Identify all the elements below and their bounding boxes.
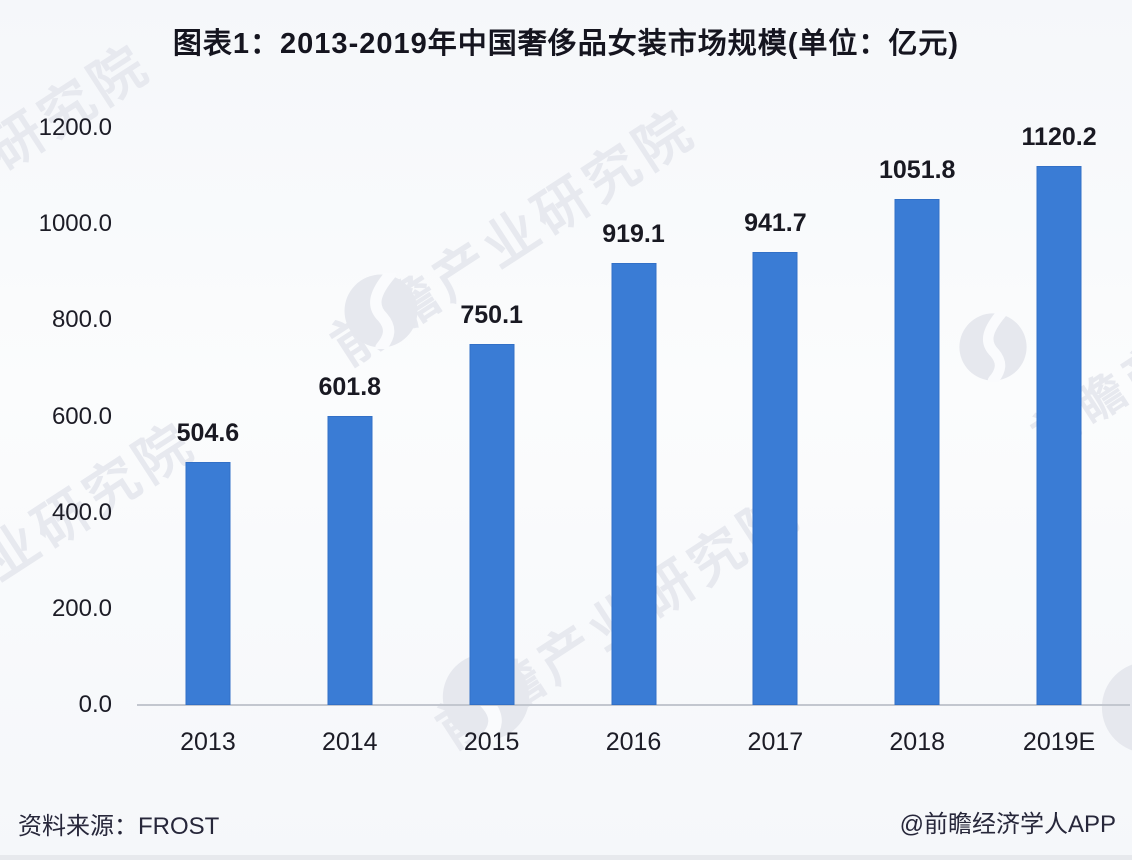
x-tick-label-2016: 2016 [605,728,662,756]
bar-group-2015: 750.1 2015 [421,128,563,756]
bar-2016 [611,263,656,705]
value-label-2013: 504.6 [176,419,240,448]
x-tick-label-2013: 2013 [180,728,236,756]
y-tick-label: 600.0 [51,402,112,430]
value-label-2017: 941.7 [744,209,807,238]
source-label: 资料来源：FROST [18,813,220,840]
y-tick-label: 1200.0 [38,114,112,141]
y-tick-label: 1000.0 [38,210,112,238]
plot-area: 504.6 2013 601.8 2014 750.1 2015 919.1 2016 941.… [137,123,1130,756]
chart-title: 图表1：2013-2019年中国奢侈品女装市场规模(单位：亿元) [172,28,960,60]
y-tick-label: 0.0 [78,691,112,718]
bottom-edge [0,855,1132,860]
value-label-2018: 1051.8 [878,156,956,185]
x-tick-label-2019E: 2019E [1022,728,1096,756]
value-label-2016: 919.1 [602,220,665,249]
bar-group-2019E: 1120.2 2019E [988,123,1130,756]
y-tick-label: 400.0 [51,498,112,526]
bar-group-2016: 919.1 2016 [563,128,705,756]
x-tick-label-2015: 2015 [463,728,520,756]
bar-group-2017: 941.7 2017 [704,128,846,756]
bar-2015 [469,344,515,705]
value-label-2019E: 1120.2 [1021,123,1097,152]
bar-2014 [327,415,373,705]
x-axis-line [137,704,1130,706]
bar-2013 [185,462,231,705]
bar-2018 [894,199,940,705]
credit-label: @前瞻经济学人APP [899,811,1116,838]
bar-2017 [752,252,798,705]
bar-group-2018: 1051.8 2018 [846,128,988,756]
bar-2019E [1036,166,1082,705]
bar-group-2014: 601.8 2014 [279,128,421,756]
y-tick-label: 800.0 [51,306,112,334]
x-tick-label-2014: 2014 [321,728,378,756]
y-tick-label: 200.0 [51,594,112,622]
y-axis: 1200.0 1000.0 800.0 600.0 400.0 200.0 0.0 [0,114,118,718]
x-tick-label-2018: 2018 [889,728,946,756]
value-label-2015: 750.1 [460,301,523,330]
value-label-2014: 601.8 [318,372,382,401]
x-tick-label-2017: 2017 [747,728,804,756]
bar-group-2013: 504.6 2013 [137,128,279,756]
